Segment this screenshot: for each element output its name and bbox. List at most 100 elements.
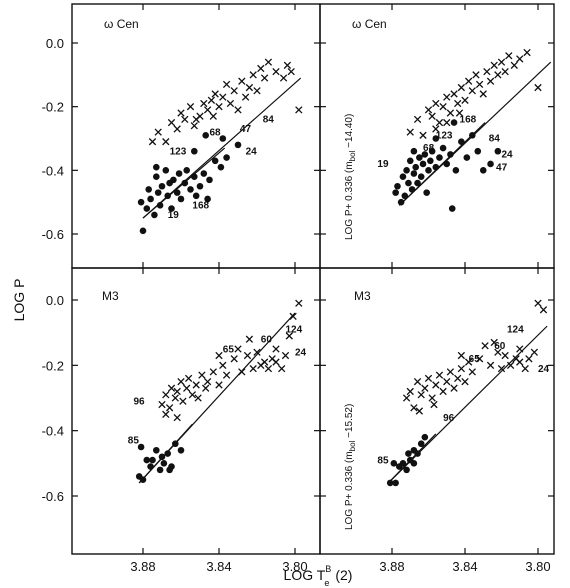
- star-label: 60: [494, 341, 506, 352]
- dot-marker: [469, 132, 476, 139]
- cross-marker: [188, 391, 197, 399]
- cross-marker: [494, 71, 502, 79]
- dot-marker: [147, 463, 154, 470]
- dot-marker: [403, 466, 410, 474]
- cross-marker: [287, 67, 295, 76]
- dot-marker: [487, 160, 494, 168]
- y-tick-label: -0.4: [42, 424, 64, 439]
- cross-marker: [202, 384, 210, 392]
- dot-marker: [416, 154, 423, 161]
- star-label: 19: [377, 159, 389, 170]
- cross-marker: [289, 312, 297, 320]
- cross-marker: [406, 128, 414, 136]
- cross-marker: [279, 74, 288, 82]
- dot-marker: [137, 443, 145, 451]
- dot-marker: [410, 147, 418, 155]
- dot-marker: [436, 154, 443, 161]
- star-label: 84: [489, 134, 501, 145]
- fit-line: [387, 325, 548, 484]
- dot-marker: [474, 147, 482, 155]
- dot-marker: [143, 205, 151, 212]
- cross-marker: [285, 332, 293, 340]
- cross-marker: [415, 407, 424, 415]
- cross-marker: [173, 387, 181, 396]
- cross-markers: [148, 58, 303, 146]
- dot-marker: [417, 440, 425, 448]
- cross-marker: [207, 96, 216, 104]
- cross-marker: [430, 400, 438, 409]
- cross-marker: [413, 115, 422, 124]
- cross-marker: [238, 368, 246, 376]
- y-tick-label: 0.0: [46, 36, 64, 51]
- dot-marker: [423, 189, 430, 196]
- cross-marker: [226, 99, 235, 108]
- star-label: 65: [223, 344, 235, 355]
- star-labels: 123 68 47 84 24 19 168: [168, 115, 275, 221]
- cross-markers: [402, 299, 548, 415]
- cross-marker: [472, 71, 480, 79]
- dot-marker: [192, 192, 200, 200]
- star-label: 96: [134, 397, 146, 408]
- dot-markers: [135, 440, 185, 483]
- cross-marker: [192, 381, 200, 389]
- panel-label: ω Cen: [104, 17, 139, 31]
- dot-marker: [447, 151, 454, 158]
- star-labels: 96 85 65 60 124 24: [128, 325, 307, 447]
- dot-marker: [166, 466, 173, 474]
- cross-marker: [525, 355, 533, 363]
- cross-marker: [428, 394, 436, 402]
- y-axis-bottom: 0.0 -0.2 -0.4 -0.6: [42, 293, 554, 504]
- cross-marker: [457, 83, 466, 92]
- dot-markers: [392, 119, 502, 212]
- cross-marker: [238, 77, 246, 85]
- cross-marker: [148, 138, 157, 146]
- cross-marker: [272, 358, 280, 366]
- star-label: 24: [538, 364, 550, 375]
- cross-marker: [162, 138, 170, 146]
- cross-marker: [249, 71, 257, 79]
- cross-marker: [177, 378, 185, 386]
- cross-marker: [455, 109, 464, 117]
- panel-bottom-right: M3 LOG P+ 0.336 (mbol −15.52) 96 85 65 6012…: [319, 267, 555, 555]
- y-tick-label: -0.2: [42, 358, 64, 373]
- panel-label: M3: [354, 289, 371, 303]
- cross-marker: [450, 90, 458, 98]
- dot-marker: [403, 167, 410, 174]
- dot-marker: [401, 192, 409, 200]
- cross-marker: [486, 77, 495, 85]
- dot-marker: [450, 119, 458, 126]
- star-label: 85: [377, 455, 389, 466]
- dot-marker: [421, 433, 429, 441]
- cross-marker: [461, 378, 469, 386]
- dot-marker: [200, 170, 208, 177]
- cross-marker: [222, 80, 231, 89]
- cross-marker: [245, 335, 254, 343]
- dot-marker: [432, 135, 440, 142]
- cross-markers: [406, 48, 542, 139]
- cross-marker: [490, 61, 498, 69]
- star-label: 68: [423, 143, 435, 154]
- cross-marker: [281, 351, 290, 360]
- star-label: 96: [443, 413, 455, 424]
- dot-marker: [145, 186, 152, 193]
- cross-marker: [406, 387, 414, 396]
- star-label: 24: [502, 150, 514, 161]
- cross-marker: [219, 93, 227, 101]
- dot-marker: [390, 460, 398, 467]
- cross-marker: [510, 61, 518, 69]
- cross-marker: [167, 384, 176, 392]
- dot-marker: [421, 151, 429, 158]
- dot-marker: [204, 195, 211, 203]
- cross-marker: [501, 351, 509, 360]
- star-label: 60: [261, 334, 273, 345]
- dot-marker: [202, 132, 209, 139]
- cross-marker: [215, 351, 223, 360]
- cross-marker: [234, 106, 242, 114]
- dot-marker: [414, 450, 421, 457]
- star-label: 84: [263, 115, 275, 126]
- cross-marker: [167, 118, 176, 127]
- x-axis-title: LOG TB e (2): [284, 564, 353, 588]
- cross-marker: [505, 52, 513, 60]
- dot-marker: [147, 195, 154, 203]
- y-tick-label: -0.6: [42, 227, 64, 242]
